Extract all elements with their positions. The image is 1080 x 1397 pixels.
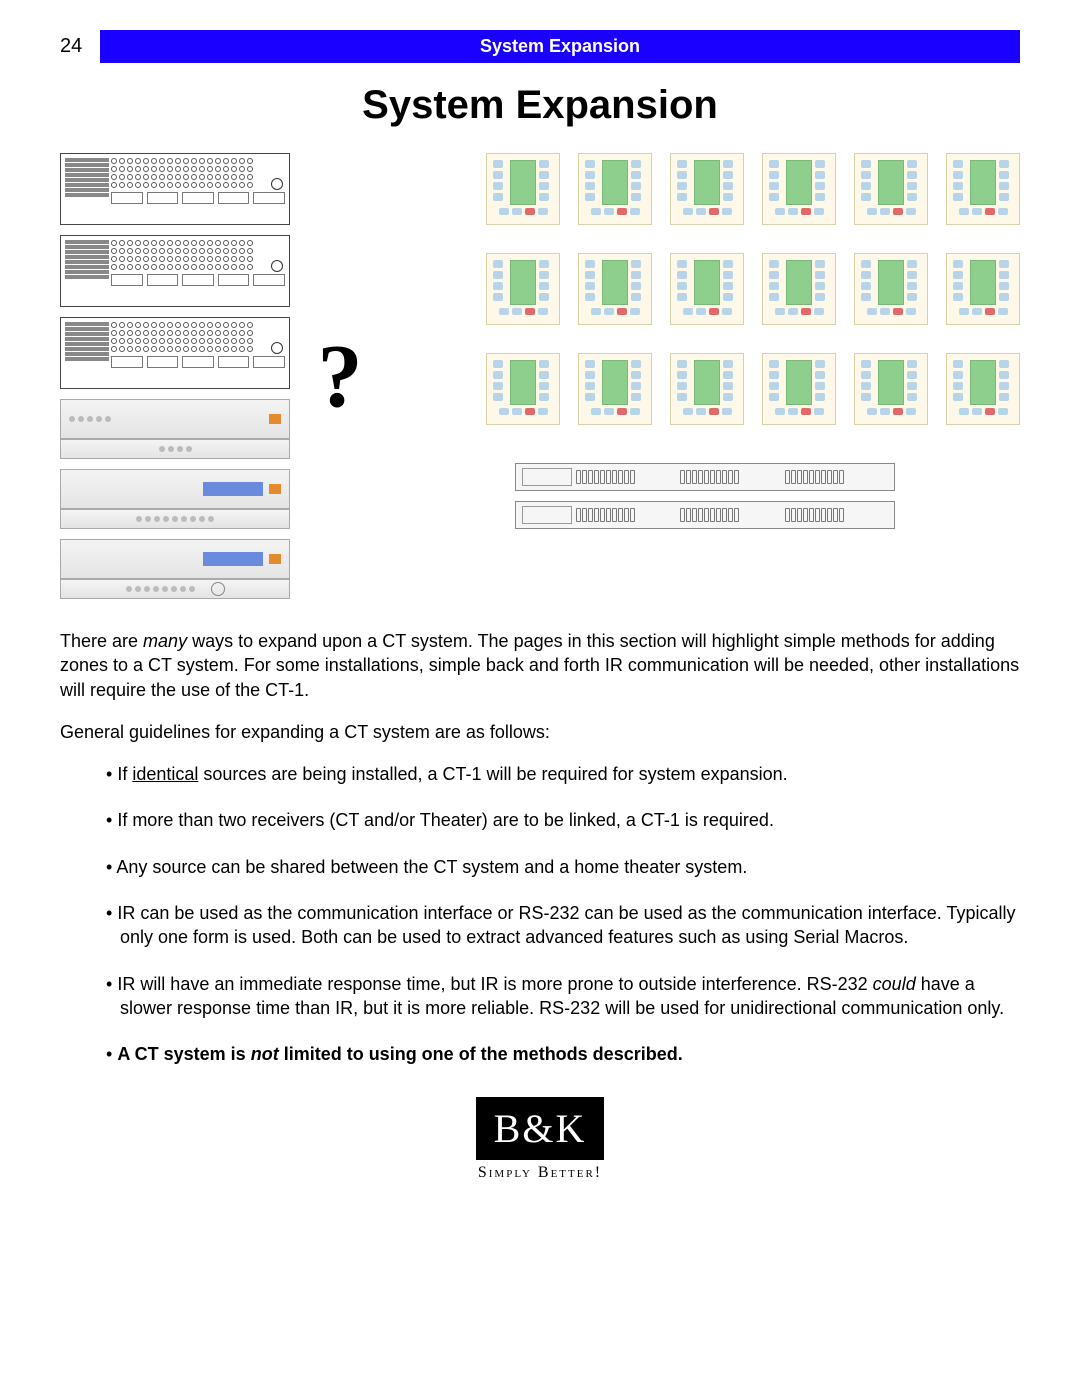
keypad — [762, 353, 836, 425]
keypad — [762, 253, 836, 325]
rack-unit — [515, 463, 895, 491]
keypad — [486, 353, 560, 425]
keypad — [486, 153, 560, 225]
frontpanel-unit — [60, 469, 290, 509]
logo: B&K Simply Better! — [60, 1097, 1020, 1182]
diagram-area: ? — [60, 153, 1020, 599]
keypad-row — [390, 253, 1020, 325]
frontpanel-unit — [60, 399, 290, 439]
bullet-item: If more than two receivers (CT and/or Th… — [120, 808, 1020, 832]
backpanel-unit — [60, 235, 290, 307]
keypad — [762, 153, 836, 225]
keypad — [946, 253, 1020, 325]
keypad — [486, 253, 560, 325]
header-bar: System Expansion — [100, 30, 1020, 63]
keypad — [946, 353, 1020, 425]
backpanel-unit — [60, 153, 290, 225]
keypad-grid — [390, 153, 1020, 425]
bullet-item: If identical sources are being installed… — [120, 762, 1020, 786]
intro-paragraph-2: General guidelines for expanding a CT sy… — [60, 720, 1020, 744]
keypad — [578, 353, 652, 425]
frontpanel-unit — [60, 539, 290, 579]
keypad — [578, 153, 652, 225]
keypad — [670, 253, 744, 325]
diagram-right-column — [390, 153, 1020, 599]
page-number: 24 — [60, 35, 100, 58]
bullet-item: Any source can be shared between the CT … — [120, 855, 1020, 879]
backpanel-unit — [60, 317, 290, 389]
keypad-row — [390, 353, 1020, 425]
document-page: 24 System Expansion System Expansion ? T… — [0, 0, 1080, 1222]
bullet-list: If identical sources are being installed… — [60, 762, 1020, 1066]
keypad — [670, 153, 744, 225]
bullet-item: IR can be used as the communication inte… — [120, 901, 1020, 950]
keypad — [854, 153, 928, 225]
diagram-left-column — [60, 153, 290, 599]
keypad — [854, 253, 928, 325]
logo-tagline: Simply Better! — [60, 1164, 1020, 1182]
question-mark-icon: ? — [310, 153, 370, 599]
rack-unit — [515, 501, 895, 529]
keypad — [946, 153, 1020, 225]
intro-paragraph-1: There are many ways to expand upon a CT … — [60, 629, 1020, 702]
keypad-row — [390, 153, 1020, 225]
keypad — [854, 353, 928, 425]
page-title: System Expansion — [60, 83, 1020, 128]
keypad — [578, 253, 652, 325]
text: There are — [60, 631, 143, 651]
keypad — [670, 353, 744, 425]
logo-mark: B&K — [476, 1097, 605, 1160]
text: ways to expand upon a CT system. The pag… — [60, 631, 1019, 700]
rack-units — [390, 463, 1020, 529]
text-italic: many — [143, 631, 187, 651]
body-text: There are many ways to expand upon a CT … — [60, 629, 1020, 1067]
bullet-item: IR will have an immediate response time,… — [120, 972, 1020, 1021]
header-row: 24 System Expansion — [60, 30, 1020, 63]
bullet-item: A CT system is not limited to using one … — [120, 1042, 1020, 1066]
